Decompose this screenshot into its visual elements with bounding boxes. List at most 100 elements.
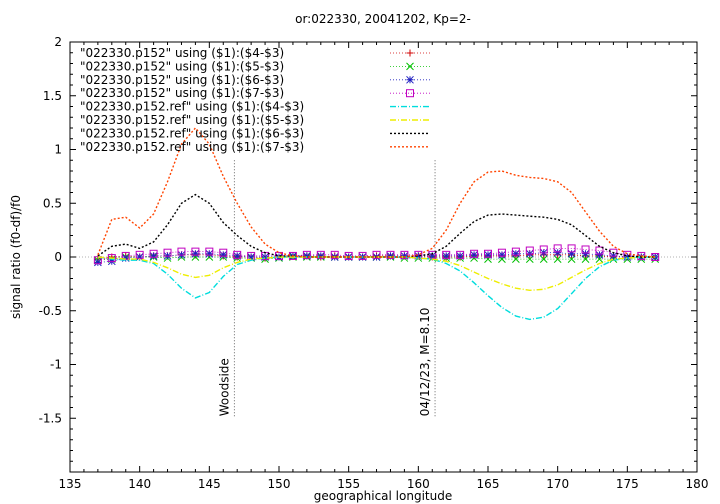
data-point [484, 250, 492, 259]
annotation-label: Woodside [217, 358, 231, 416]
legend-label: "022330.p152" using ($1):($5-$3) [80, 59, 284, 73]
point-mark [386, 252, 395, 260]
point-mark [595, 250, 604, 259]
point-mark [400, 252, 409, 260]
point-mark [302, 250, 311, 259]
data-point [512, 255, 520, 264]
data-point [406, 49, 414, 57]
data-point [442, 252, 451, 260]
point-mark [525, 246, 534, 255]
data-point [219, 248, 228, 257]
x-tick-label: 165 [477, 477, 500, 491]
data-point [623, 253, 632, 261]
point-mark [261, 253, 269, 261]
point-mark [553, 244, 562, 253]
y-tick-label: 1 [54, 143, 62, 157]
y-tick-label: 0.5 [43, 196, 62, 210]
data-point [205, 249, 214, 258]
data-point [581, 255, 590, 264]
point-mark [233, 250, 242, 259]
x-tick-label: 150 [268, 477, 291, 491]
point-mark [316, 252, 325, 260]
data-point [512, 249, 520, 258]
data-point [191, 247, 200, 256]
legend-label: "022330.p152.ref" using ($1):($6-$3) [80, 126, 304, 140]
point-mark [567, 244, 576, 253]
data-point [358, 251, 367, 260]
point-mark [406, 49, 414, 57]
data-point [93, 256, 102, 265]
data-point [525, 246, 534, 255]
point-mark [442, 250, 451, 259]
point-mark [303, 252, 311, 260]
data-point [428, 252, 437, 260]
data-point [470, 250, 478, 259]
data-point [261, 253, 269, 261]
data-point [470, 249, 479, 258]
data-point [177, 247, 186, 256]
point-mark [406, 89, 414, 98]
data-point [414, 252, 423, 260]
legend-label: "022330.p152.ref" using ($1):($4-$3) [80, 100, 304, 114]
point-mark [406, 62, 414, 71]
data-point [400, 252, 409, 260]
data-point [400, 250, 409, 259]
data-point [316, 252, 325, 260]
point-mark [219, 250, 228, 259]
legend-entry: "022330.p152.ref" using ($1):($6-$3) [80, 126, 430, 140]
point-mark [581, 245, 590, 254]
y-tick-label: 2 [54, 35, 62, 49]
x-tick-label: 180 [686, 477, 709, 491]
annotations: Woodside 04/12/23, M=8.10 [217, 160, 436, 419]
data-point [442, 250, 451, 259]
legend: "022330.p152" using ($1):($4-$3)"022330.… [80, 46, 430, 154]
data-point [539, 255, 548, 264]
point-mark [330, 250, 339, 259]
point-mark [567, 249, 576, 258]
series-line [97, 256, 656, 292]
data-point [330, 250, 339, 259]
point-mark [414, 252, 423, 260]
point-mark [386, 250, 395, 259]
data-point [498, 250, 506, 259]
legend-entry: "022330.p152" using ($1):($6-$3) [80, 73, 430, 87]
legend-entry: "022330.p152" using ($1):($4-$3) [80, 46, 430, 60]
point-mark [470, 249, 479, 258]
point-mark [177, 247, 186, 256]
data-point [484, 249, 492, 258]
data-point [94, 258, 102, 267]
point-mark [525, 255, 534, 264]
point-mark [149, 249, 158, 258]
x-tick-label: 140 [128, 477, 151, 491]
point-mark [316, 250, 325, 259]
x-tick-label: 155 [337, 477, 360, 491]
series-line [97, 256, 656, 321]
point-mark [219, 248, 228, 257]
point-mark [247, 253, 255, 261]
series-5 [97, 256, 656, 321]
legend-label: "022330.p152.ref" using ($1):($5-$3) [80, 113, 304, 127]
data-point [553, 244, 562, 253]
legend-entry: "022330.p152.ref" using ($1):($4-$3) [80, 100, 430, 114]
point-mark [135, 253, 144, 261]
data-point [386, 250, 395, 259]
series-line [97, 126, 656, 258]
data-point [406, 75, 414, 84]
data-point [344, 251, 353, 260]
point-mark [511, 247, 520, 256]
chart-title: or:022330, 20041202, Kp=2- [295, 12, 471, 26]
data-point [567, 255, 576, 264]
data-point [553, 255, 562, 264]
data-point [511, 247, 520, 256]
series-8 [97, 126, 656, 258]
series-4 [93, 244, 660, 265]
point-mark [93, 256, 102, 265]
point-mark [121, 254, 130, 262]
data-point [191, 249, 200, 258]
data-point [386, 252, 395, 260]
legend-entry: "022330.p152" using ($1):($7-$3) [80, 86, 430, 100]
x-axis-label: geographical longitude [314, 489, 452, 503]
point-mark [512, 255, 520, 264]
point-mark [623, 253, 632, 261]
